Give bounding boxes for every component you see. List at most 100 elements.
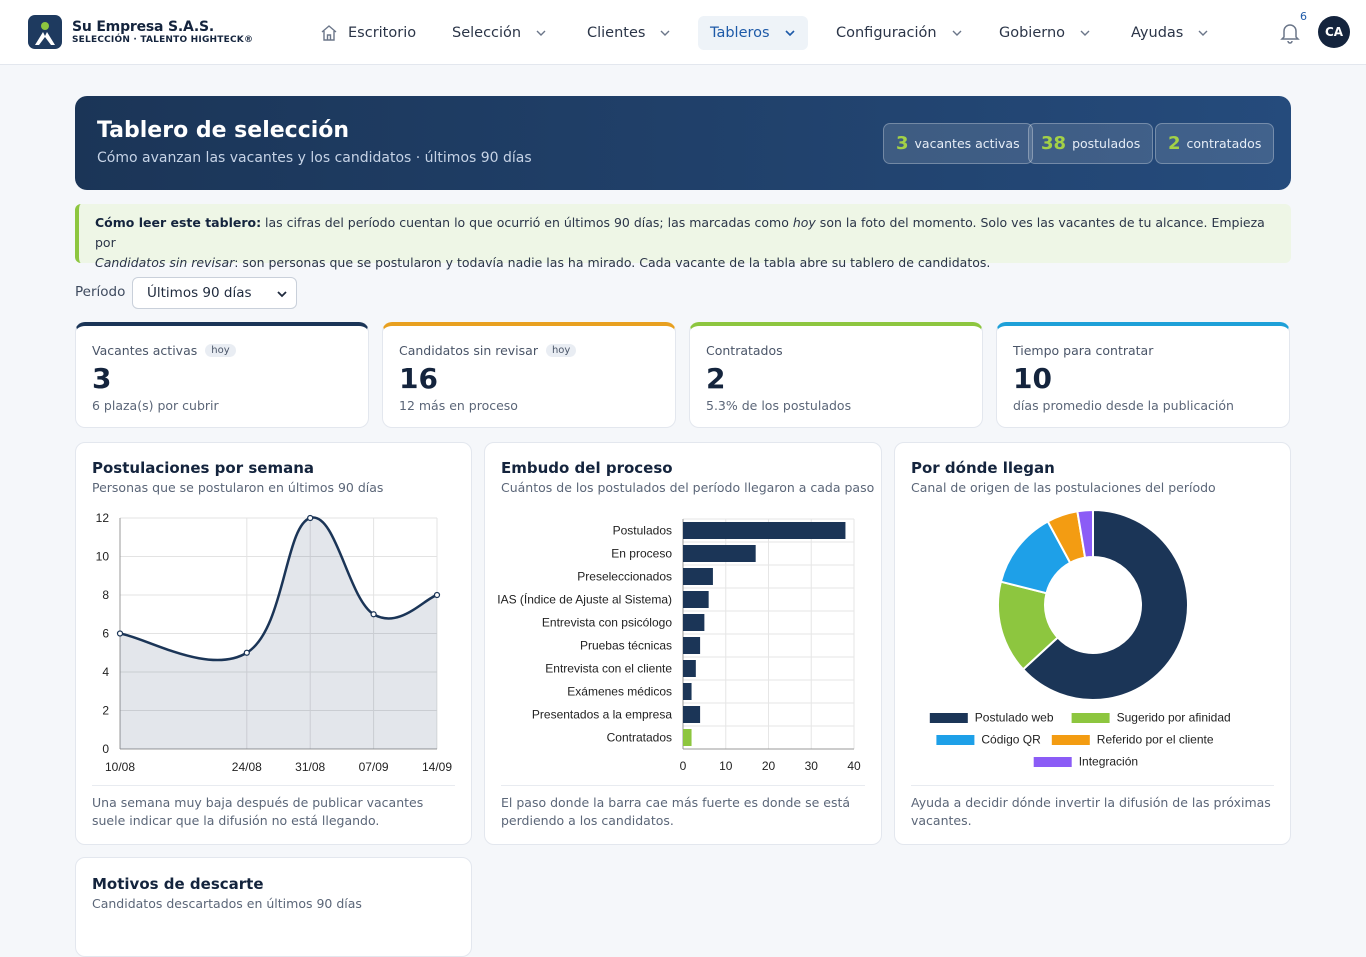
- chevron-down-icon: [277, 291, 287, 298]
- info-emphasis: Candidatos sin revisar: [95, 255, 235, 270]
- funnel-category-label: Entrevista con el cliente: [545, 662, 672, 676]
- y-tick-label: 2: [102, 704, 109, 718]
- avatar[interactable]: CA: [1318, 16, 1350, 48]
- y-tick-label: 0: [102, 742, 109, 756]
- page-title: Tablero de selección: [97, 118, 350, 143]
- summary-pill-postulados: 38 postulados: [1028, 123, 1154, 164]
- x-tick-label: 30: [805, 759, 819, 773]
- card-subtitle: Canal de origen de las postulaciones del…: [911, 480, 1216, 495]
- top-navbar: Su Empresa S.A.S. SELECCIÓN · TALENTO HI…: [0, 0, 1366, 65]
- info-text: : son personas que se postularon y todav…: [234, 255, 991, 270]
- discard-reasons-card: Motivos de descarte Candidatos descartad…: [75, 857, 472, 957]
- card-footnote: Una semana muy baja después de publicar …: [92, 785, 455, 830]
- page-subtitle: Cómo avanzan las vacantes y los candidat…: [97, 150, 532, 166]
- nav-item-escritorio[interactable]: Escritorio: [308, 16, 428, 50]
- pill-label: contratados: [1186, 136, 1262, 151]
- legend-label: Código QR: [981, 733, 1041, 747]
- funnel-bar: [683, 545, 756, 562]
- nav-item-gobierno[interactable]: Gobierno: [987, 16, 1103, 50]
- x-tick-label: 40: [847, 759, 861, 773]
- funnel-category-label: Preseleccionados: [577, 570, 672, 584]
- kpi-label: Vacantes activas: [92, 343, 198, 358]
- kpi-note: 12 más en proceso: [399, 398, 518, 413]
- data-point: [370, 611, 377, 618]
- kpi-value: 10: [1013, 362, 1052, 395]
- legend-swatch: [929, 713, 968, 723]
- y-tick-label: 4: [102, 665, 109, 679]
- chevron-down-icon: [952, 30, 962, 36]
- nav-item-clientes[interactable]: Clientes: [575, 16, 683, 50]
- data-point: [307, 514, 314, 522]
- chevron-down-icon: [785, 30, 795, 37]
- data-point: [116, 630, 124, 637]
- pill-label: postulados: [1072, 136, 1141, 151]
- funnel-bar: [683, 683, 692, 700]
- data-point: [243, 649, 250, 656]
- today-badge: hoy: [205, 344, 236, 357]
- nav-item-label: Selección: [452, 25, 522, 41]
- funnel-category-label: En proceso: [611, 547, 672, 561]
- funnel-category-label: Entrevista con psicólogo: [542, 616, 672, 630]
- kpi-value: 3: [92, 362, 112, 395]
- legend-label: Integración: [1079, 755, 1138, 769]
- x-tick-label: 07/09: [359, 760, 389, 773]
- bell-icon[interactable]: [1278, 20, 1302, 44]
- chevron-down-icon: [660, 30, 670, 36]
- series-line: [119, 516, 438, 662]
- funnel-bar: [683, 729, 692, 746]
- funnel-bar: [683, 568, 713, 585]
- kpi-card-contratados: Contratados 2 5.3% de los postulados: [689, 322, 983, 428]
- funnel-bar: [683, 660, 696, 677]
- x-tick-label: 20: [762, 759, 776, 773]
- info-emphasis: hoy: [792, 215, 816, 230]
- x-tick-label: 10: [719, 759, 733, 773]
- kpi-card-tiempo: Tiempo para contratar 10 días promedio d…: [996, 322, 1290, 428]
- period-select[interactable]: Últimos 90 días: [132, 277, 297, 309]
- brand[interactable]: Su Empresa S.A.S. SELECCIÓN · TALENTO HI…: [28, 15, 253, 49]
- kpi-value: 2: [706, 362, 726, 395]
- nav-item-ayudas[interactable]: Ayudas: [1119, 16, 1221, 50]
- funnel-category-label: Presentados a la empresa: [532, 708, 672, 722]
- data-point: [433, 591, 441, 599]
- pill-value: 2: [1168, 133, 1181, 154]
- chevron-down-icon: [536, 30, 546, 36]
- funnel-category-label: Contratados: [607, 731, 672, 745]
- card-title: Por dónde llegan: [911, 459, 1055, 477]
- x-tick-label: 24/08: [232, 760, 262, 773]
- summary-pill-vacantes: 3 vacantes activas: [883, 123, 1033, 164]
- kpi-value: 16: [399, 362, 438, 395]
- card-title: Embudo del proceso: [501, 459, 673, 477]
- kpi-note: días promedio desde la publicación: [1013, 398, 1234, 413]
- x-tick-label: 31/08: [295, 760, 325, 773]
- chevron-down-icon: [1198, 30, 1208, 36]
- funnel-category-label: Postulados: [613, 524, 672, 538]
- legend-label: Sugerido por afinidad: [1117, 711, 1231, 725]
- x-tick-label: 0: [680, 759, 687, 773]
- weekly-applications-card: 0 2 4 6 8 10 12 10/08 24/08 31/08 07/09 14/09 Postu…: [75, 442, 472, 845]
- nav-item-label: Configuración: [836, 25, 937, 41]
- card-subtitle: Personas que se postularon en últimos 90…: [92, 480, 384, 495]
- nav-item-label: Gobierno: [999, 25, 1066, 41]
- legend-swatch: [1051, 735, 1090, 745]
- nav-item-configuracion[interactable]: Configuración: [824, 16, 975, 50]
- funnel-bar: [683, 591, 709, 608]
- weekly-applications-chart: 0 2 4 6 8 10 12 10/08 24/08 31/08 07/09 14/09: [96, 511, 453, 773]
- summary-pill-contratados: 2 contratados: [1155, 123, 1275, 164]
- sources-donut-chart: Postulado web Sugerido por afinidad Código…: [929, 508, 1231, 769]
- pill-value: 3: [896, 133, 909, 154]
- kpi-label: Tiempo para contratar: [1013, 343, 1154, 358]
- info-text: las cifras del período cuentan lo que oc…: [261, 215, 793, 230]
- logo-icon: [28, 15, 62, 49]
- funnel-bar: [683, 637, 701, 654]
- card-title: Motivos de descarte: [92, 875, 264, 893]
- pill-value: 38: [1041, 133, 1067, 154]
- donut-slice: [1076, 508, 1094, 559]
- notification-count: 6: [1300, 10, 1307, 23]
- funnel-chart: 0 10 20 30 40 Postulados En proceso Preseleccio…: [497, 518, 861, 773]
- nav-item-tableros[interactable]: Tableros: [698, 16, 808, 50]
- funnel-bar: [683, 522, 846, 539]
- nav-item-seleccion[interactable]: Selección: [440, 16, 559, 50]
- card-title: Postulaciones por semana: [92, 459, 314, 477]
- y-tick-label: 8: [102, 588, 109, 602]
- legend-swatch: [936, 735, 975, 745]
